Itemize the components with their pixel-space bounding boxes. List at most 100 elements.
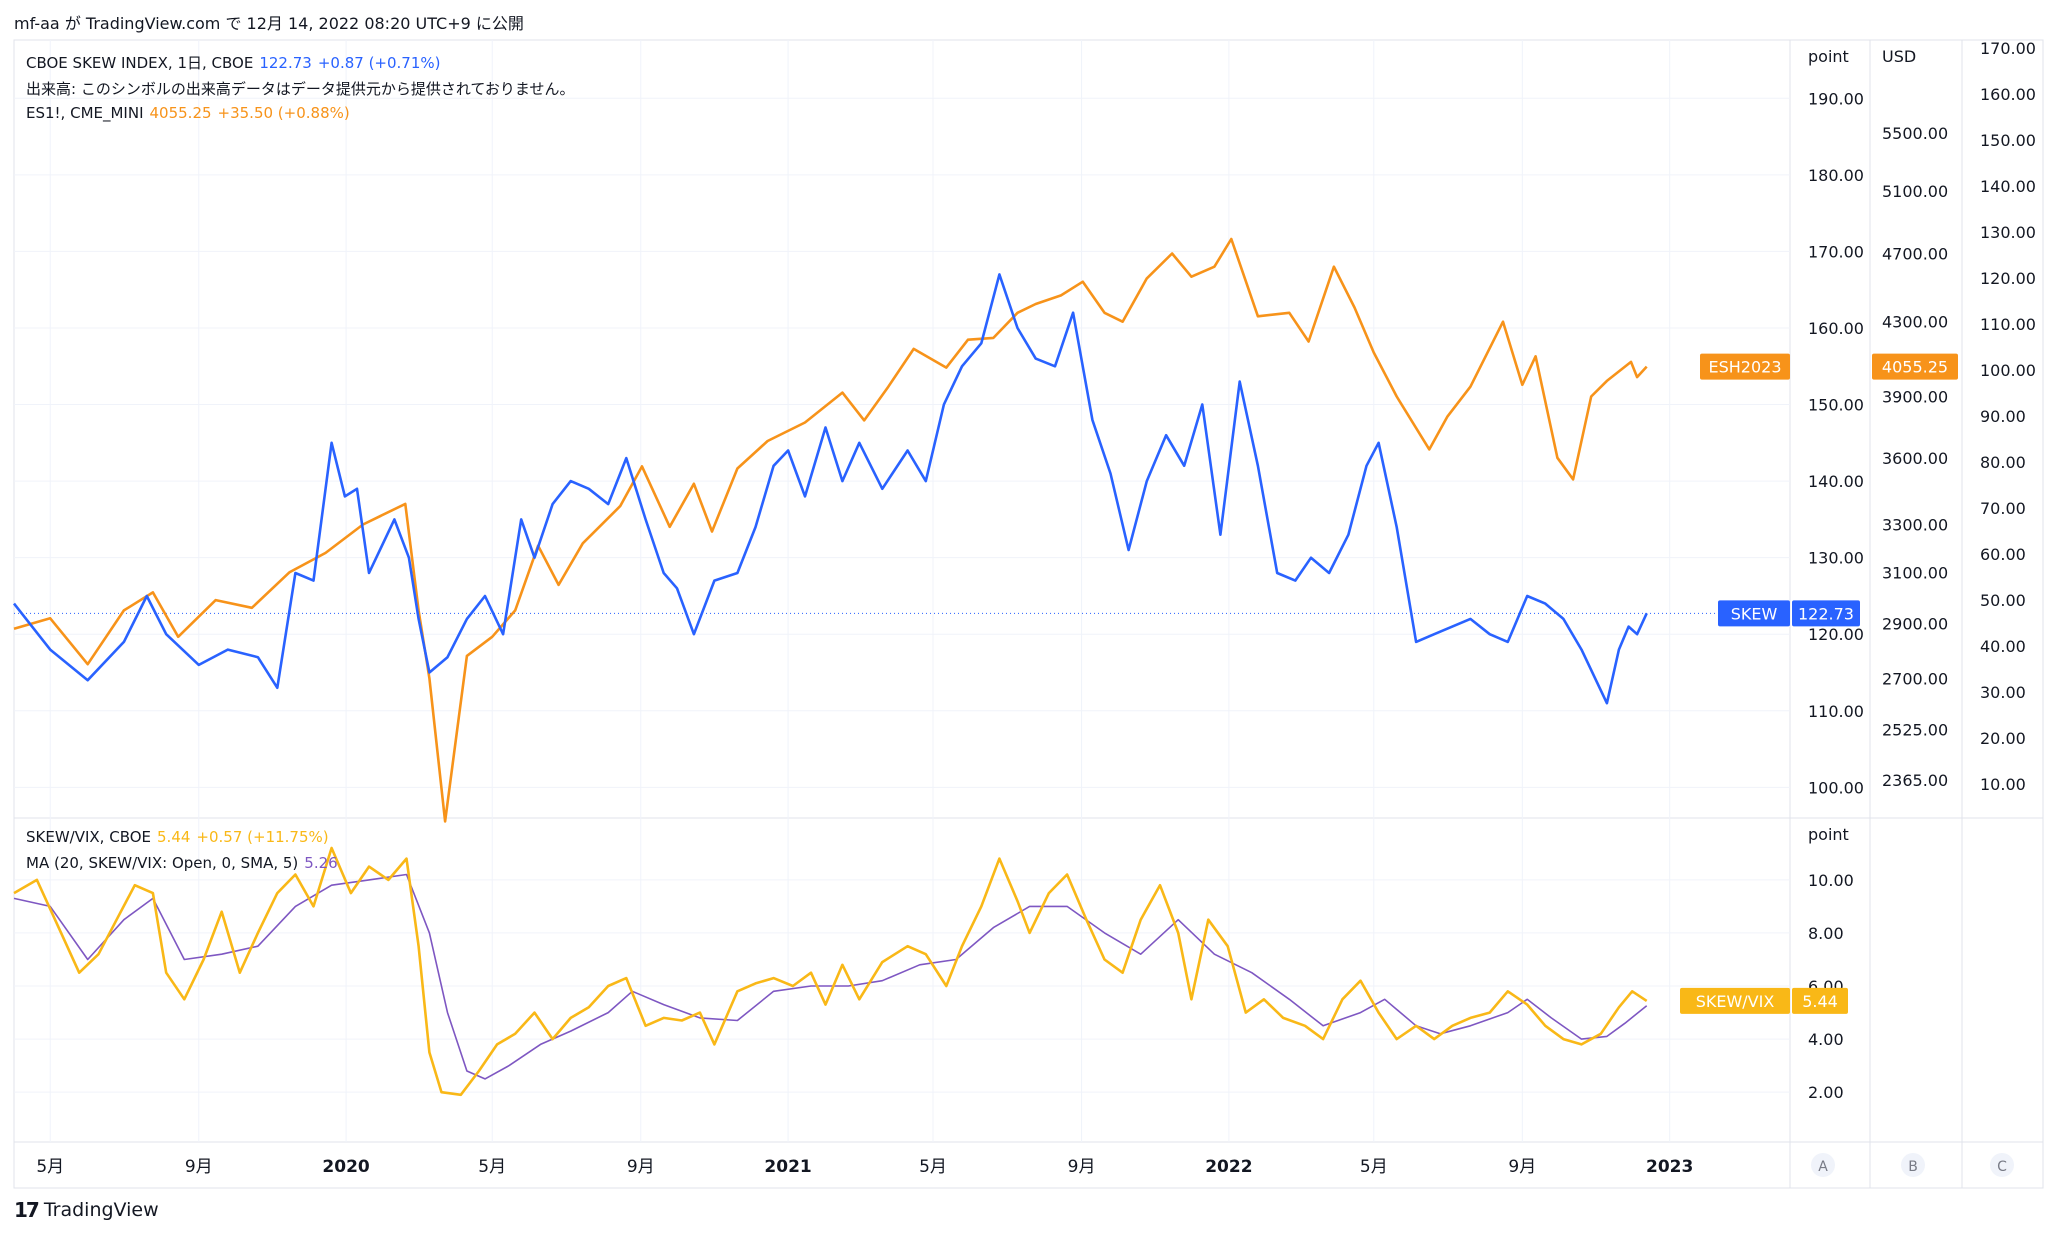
y-tick-point: 180.00: [1808, 166, 1864, 185]
y-tick-point: 120.00: [1808, 625, 1864, 644]
label-skew-vix: SKEW/VIX: [1696, 992, 1775, 1011]
label-esh2023-bg: [1700, 353, 1790, 380]
y-tick-ratio: 8.00: [1808, 924, 1844, 943]
chart-frame: [13, 39, 2044, 1189]
last-value-skew: 122.73: [1798, 604, 1854, 623]
y-tick-point: 150.00: [1808, 396, 1864, 415]
published-line: mf-aa が TradingView.com で 12月 14, 2022 0…: [14, 14, 524, 33]
y-tick-usd: 3300.00: [1882, 516, 1948, 535]
y-tick-c: 130.00: [1980, 223, 2036, 242]
x-tick: 5月: [1360, 1157, 1388, 1177]
y-tick-c: 60.00: [1980, 545, 2026, 564]
legend-row[interactable]: MA (20, SKEW/VIX: Open, 0, SMA, 5) 5.26: [26, 854, 344, 872]
x-tick: 9月: [185, 1157, 213, 1177]
x-tick: 5月: [36, 1157, 64, 1177]
scale-button-c[interactable]: [1990, 1153, 2014, 1177]
series-line-skew: [12, 273, 1648, 705]
legend-change: +35.50 (+0.88%): [217, 104, 350, 122]
y-tick-usd: 2365.00: [1882, 771, 1948, 790]
axis-title-point-bottom: point: [1808, 825, 1849, 844]
axis-title-usd: USD: [1882, 47, 1916, 66]
last-value-skew-bg: [1792, 600, 1860, 627]
y-tick-c: 160.00: [1980, 85, 2036, 104]
y-tick-c: 10.00: [1980, 775, 2026, 794]
x-tick: 2021: [764, 1157, 811, 1177]
legend-row[interactable]: SKEW/VIX, CBOE 5.44 +0.57 (+11.75%): [26, 828, 335, 846]
y-tick-usd: 2700.00: [1882, 669, 1948, 688]
x-tick: 2022: [1205, 1157, 1252, 1177]
series-line-es1: [13, 237, 1648, 823]
scale-button-a-label: A: [1818, 1159, 1828, 1175]
y-tick-usd: 3100.00: [1882, 563, 1948, 582]
x-tick: 9月: [627, 1157, 655, 1177]
y-tick-c: 50.00: [1980, 591, 2026, 610]
legend-row[interactable]: ES1!, CME_MINI 4055.25 +35.50 (+0.88%): [26, 104, 356, 122]
y-tick-usd: 4700.00: [1882, 244, 1948, 263]
x-tick: 2023: [1646, 1157, 1693, 1177]
last-value-es: 4055.25: [1882, 358, 1948, 377]
x-tick: 5月: [478, 1157, 506, 1177]
scale-button-b-label: B: [1908, 1159, 1918, 1175]
tradingview-logo[interactable]: 17 TradingView: [14, 1198, 159, 1222]
series-line-ma: [13, 873, 1648, 1080]
label-skew-vix-bg: [1680, 987, 1790, 1014]
y-tick-point: 190.00: [1808, 89, 1864, 108]
y-tick-usd: 3600.00: [1882, 449, 1948, 468]
last-value-skew-vix: 5.44: [1802, 992, 1838, 1011]
scale-button-a[interactable]: [1811, 1153, 1835, 1177]
label-skew: SKEW: [1731, 604, 1778, 623]
scale-button-c-label: C: [1997, 1159, 2007, 1175]
y-tick-c: 170.00: [1980, 39, 2036, 58]
legend-row[interactable]: CBOE SKEW INDEX, 1日, CBOE 122.73 +0.87 (+0…: [26, 52, 447, 73]
axis-title-point: point: [1808, 47, 1849, 66]
y-tick-point: 160.00: [1808, 319, 1864, 338]
legend-title: 出来高: このシンボルの出来高データはデータ提供元から提供されておりません。: [26, 80, 575, 98]
tradingview-brand: TradingView: [43, 1199, 159, 1221]
legend-value: 5.26: [304, 854, 338, 872]
x-tick: 9月: [1508, 1157, 1536, 1177]
y-tick-c: 110.00: [1980, 315, 2036, 334]
y-tick-usd: 5500.00: [1882, 124, 1948, 143]
last-value-skew-vix-bg: [1792, 987, 1848, 1014]
scale-button-b[interactable]: [1901, 1153, 1925, 1177]
y-tick-ratio: 2.00: [1808, 1083, 1844, 1102]
y-tick-c: 80.00: [1980, 453, 2026, 472]
y-tick-ratio: 4.00: [1808, 1030, 1844, 1049]
legend-change: +0.87 (+0.71%): [317, 54, 441, 72]
y-tick-point: 110.00: [1808, 702, 1864, 721]
y-tick-c: 20.00: [1980, 729, 2026, 748]
series-line-skew-vix: [13, 846, 1648, 1097]
y-tick-ratio: 10.00: [1808, 871, 1854, 890]
x-tick: 2020: [322, 1157, 369, 1177]
tradingview-logo-icon: 17: [14, 1198, 40, 1222]
legend-title: CBOE SKEW INDEX, 1日, CBOE: [26, 54, 254, 72]
y-tick-c: 140.00: [1980, 177, 2036, 196]
y-tick-usd: 2900.00: [1882, 615, 1948, 634]
y-tick-c: 150.00: [1980, 131, 2036, 150]
y-tick-usd: 3900.00: [1882, 387, 1948, 406]
y-tick-point: 130.00: [1808, 549, 1864, 568]
legend-title: SKEW/VIX, CBOE: [26, 828, 152, 846]
legend-title: MA (20, SKEW/VIX: Open, 0, SMA, 5): [26, 854, 299, 872]
x-tick: 5月: [919, 1157, 947, 1177]
legend-change: +0.57 (+11.75%): [196, 828, 329, 846]
y-tick-c: 40.00: [1980, 637, 2026, 656]
legend-value: 5.44: [157, 828, 191, 846]
y-tick-point: 170.00: [1808, 242, 1864, 261]
y-tick-usd: 2525.00: [1882, 721, 1948, 740]
y-tick-usd: 4300.00: [1882, 313, 1948, 332]
x-tick: 9月: [1068, 1157, 1096, 1177]
y-tick-point: 140.00: [1808, 472, 1864, 491]
label-skew-bg: [1718, 600, 1790, 627]
legend-value: 4055.25: [149, 104, 212, 122]
legend-value: 122.73: [259, 54, 312, 72]
legend-row[interactable]: 出来高: このシンボルの出来高データはデータ提供元から提供されておりません。: [26, 78, 580, 99]
y-tick-usd: 5100.00: [1882, 182, 1948, 201]
y-tick-c: 100.00: [1980, 361, 2036, 380]
y-tick-c: 70.00: [1980, 499, 2026, 518]
y-tick-point: 100.00: [1808, 778, 1864, 797]
y-tick-c: 30.00: [1980, 683, 2026, 702]
legend-title: ES1!, CME_MINI: [26, 104, 144, 122]
label-esh2023: ESH2023: [1708, 358, 1781, 377]
